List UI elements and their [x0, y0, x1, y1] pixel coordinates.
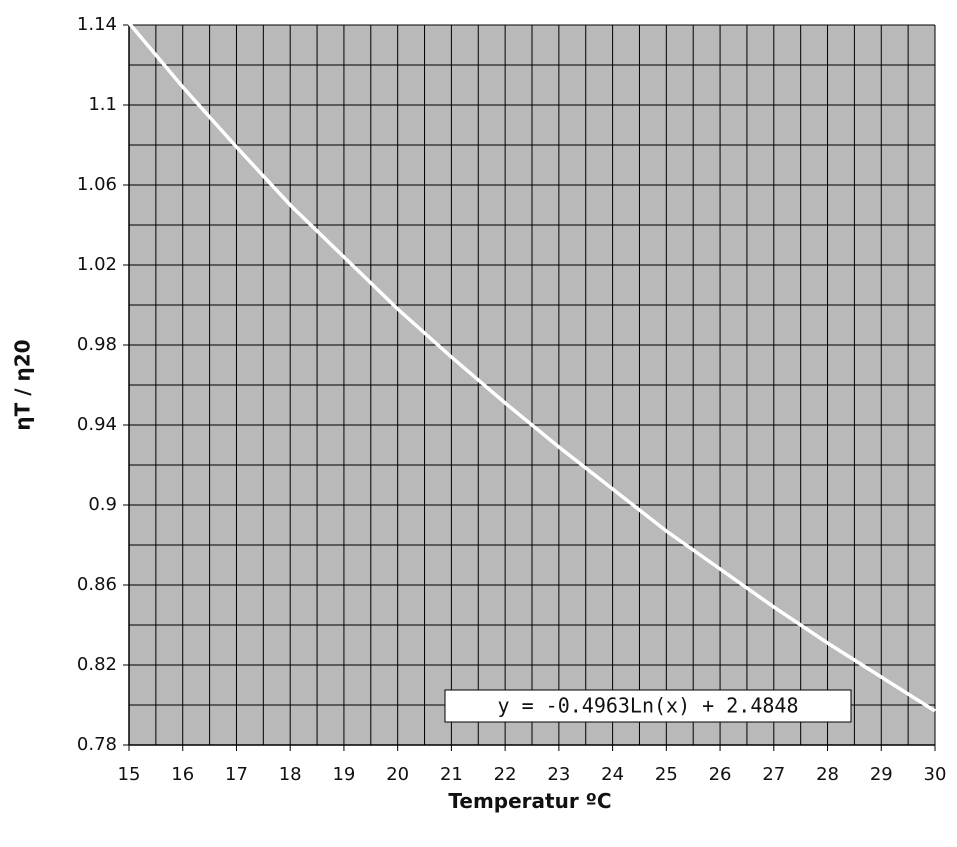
x-tick-label: 19 [332, 764, 355, 785]
y-tick-label: 0.78 [77, 734, 117, 755]
x-tick-label: 23 [547, 764, 570, 785]
y-tick-label: 1.14 [77, 14, 117, 35]
x-tick-label: 15 [118, 764, 141, 785]
y-tick-label: 0.98 [77, 334, 117, 355]
x-tick-label: 17 [225, 764, 248, 785]
y-tick-label: 1.1 [88, 94, 117, 115]
x-tick-label: 20 [386, 764, 409, 785]
y-tick-label: 1.06 [77, 174, 117, 195]
y-tick-label: 0.94 [77, 414, 117, 435]
x-tick-label: 22 [494, 764, 517, 785]
x-tick-label: 28 [816, 764, 839, 785]
x-tick-label: 21 [440, 764, 463, 785]
chart: Temperatur ºC ηT / η20 0.78 0.82 0.86 0.9 0.… [0, 0, 957, 843]
y-tick-label: 0.9 [88, 494, 117, 515]
y-tick-label: 0.82 [77, 654, 117, 675]
x-tick-label: 29 [870, 764, 893, 785]
x-tick-label: 16 [171, 764, 194, 785]
annotation: y = -0.4963Ln(x) + 2.4848 [497, 694, 798, 718]
x-tick-label: 26 [709, 764, 732, 785]
y-tick-label: 0.86 [77, 574, 117, 595]
x-tick-label: 18 [279, 764, 302, 785]
x-tick-label: 27 [762, 764, 785, 785]
y-axis-label: ηT / η20 [11, 339, 35, 430]
x-tick-label: 30 [924, 764, 947, 785]
x-tick-label: 24 [601, 764, 624, 785]
y-tick-label: 1.02 [77, 254, 117, 275]
page: {"chart_data": { "type": "line", "x_labe… [0, 0, 957, 843]
x-tick-label: 25 [655, 764, 678, 785]
x-axis-label: Temperatur ºC [448, 789, 611, 813]
